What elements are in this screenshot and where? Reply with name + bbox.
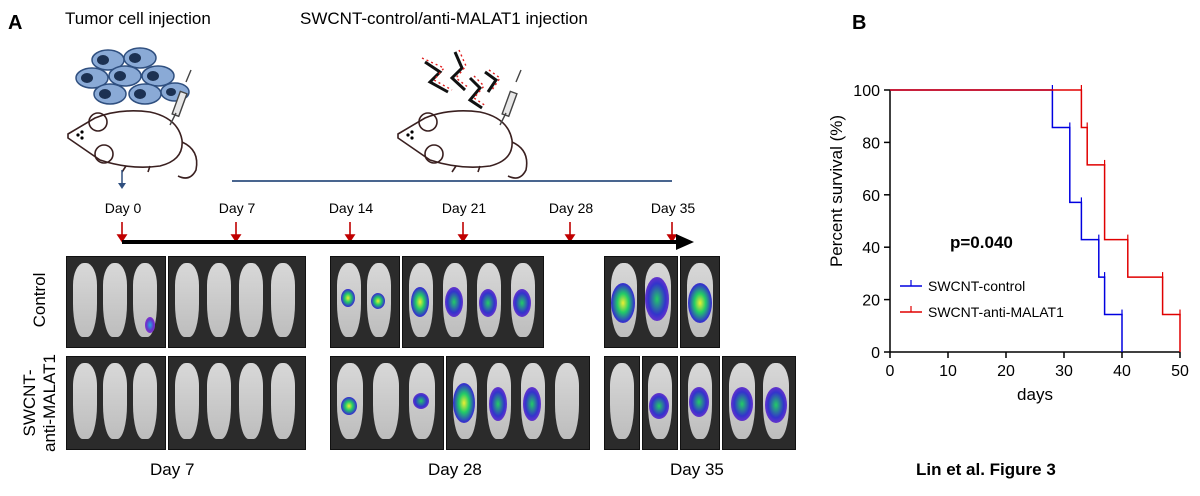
y-tick-label: 0	[871, 345, 880, 362]
legend-label-1: SWCNT-anti-MALAT1	[928, 304, 1064, 320]
injection-arrow-icon	[118, 170, 126, 189]
x-tick-label: 50	[1171, 363, 1189, 380]
control-day28-image-2	[402, 256, 544, 348]
y-tick-label: 20	[862, 293, 880, 310]
timeline-day-21: Day 21	[441, 200, 487, 216]
series-line-1	[890, 89, 1181, 352]
control-day35-image-2	[680, 256, 720, 348]
day-marker-arrows	[116, 222, 678, 243]
panel-a-letter: A	[8, 12, 23, 34]
treatment-injection-label: SWCNT-control/anti-MALAT1 injection	[300, 9, 588, 28]
series-line-0	[890, 89, 1123, 352]
mouse-2-icon	[397, 110, 528, 179]
x-tick-label: 30	[1055, 363, 1073, 380]
y-tick-label: 100	[853, 83, 880, 100]
y-tick-label: 40	[862, 240, 880, 257]
control-day7-image-2	[168, 256, 306, 348]
x-axis-label: days	[1017, 385, 1053, 404]
chart-legend: SWCNT-control SWCNT-anti-MALAT1	[900, 278, 1064, 320]
tumor-cells-icon	[75, 47, 190, 105]
y-tick-label: 80	[862, 135, 880, 152]
panel-b-letter: B	[852, 12, 867, 34]
anti-day35-image-4	[722, 356, 796, 450]
x-tick-label: 40	[1113, 363, 1131, 380]
timeline-arrow	[122, 234, 694, 250]
p-value-annotation: p=0.040	[950, 233, 1013, 252]
anti-day7-image-2	[168, 356, 306, 450]
anti-day28-image-2	[446, 356, 590, 450]
nanotube-icon	[424, 51, 499, 110]
y-tick-label: 60	[862, 188, 880, 205]
mouse-1-icon	[67, 110, 198, 179]
row-label-anti-line2: anti-MALAT1	[40, 354, 59, 452]
control-day28-image-1	[330, 256, 400, 348]
timeline-day-7: Day 7	[218, 200, 256, 216]
row-label-anti-line1: SWCNT-	[20, 369, 39, 437]
image-label-day7: Day 7	[150, 460, 195, 479]
syringe-1-icon	[169, 69, 192, 126]
tumor-injection-label: Tumor cell injection	[65, 9, 211, 28]
x-tick-label: 0	[886, 363, 895, 380]
image-label-day28: Day 28	[428, 460, 482, 479]
anti-day35-image-2	[642, 356, 678, 450]
control-day35-image-1	[604, 256, 678, 348]
figure-caption: Lin et al. Figure 3	[916, 460, 1056, 479]
syringe-2-icon	[499, 69, 522, 126]
timeline-day-0: Day 0	[104, 200, 142, 216]
schematic-illustration	[67, 47, 694, 250]
control-day7-image-1	[66, 256, 166, 348]
x-tick-label: 20	[997, 363, 1015, 380]
anti-day28-image-1	[330, 356, 444, 450]
image-label-day35: Day 35	[670, 460, 724, 479]
anti-day35-image-1	[604, 356, 640, 450]
timeline-day-14: Day 14	[328, 200, 374, 216]
x-tick-label: 10	[939, 363, 957, 380]
anti-day7-image-1	[66, 356, 166, 450]
chart-series	[890, 85, 1181, 352]
timeline-day-35: Day 35	[650, 200, 696, 216]
timeline-day-28: Day 28	[548, 200, 594, 216]
chart-axes: 0 20 40 60 80 100 0 10 20 30 40 50	[853, 83, 1189, 380]
row-label-control: Control	[30, 272, 49, 328]
y-axis-label: Percent survival (%)	[827, 115, 846, 267]
row-label-anti-malat1: SWCNT- anti-MALAT1	[20, 354, 60, 452]
legend-label-0: SWCNT-control	[928, 278, 1025, 294]
anti-day35-image-3	[680, 356, 720, 450]
